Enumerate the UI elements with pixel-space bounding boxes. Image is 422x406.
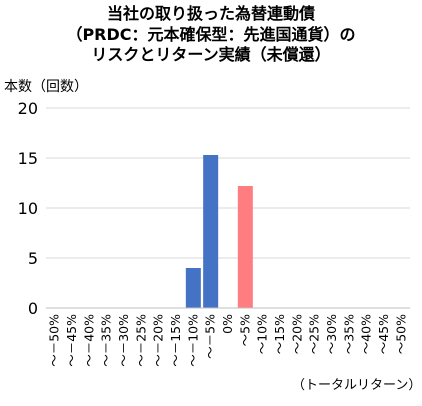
x-axis-label: （トータルリターン） — [292, 378, 422, 393]
y-tick-label: 20 — [18, 99, 38, 118]
chart-title: 当社の取り扱った為替連動債 （PRDC：元本確保型：先進国通貨）の リスクとリタ… — [0, 4, 422, 66]
x-tick-label: ～45% — [376, 314, 391, 354]
y-tick-label: 15 — [18, 149, 38, 168]
x-tick-label: ～－35% — [99, 314, 114, 367]
x-tick-label: ～20% — [289, 314, 304, 354]
chart-title-line-2: （PRDC：元本確保型：先進国通貨）の — [66, 24, 356, 44]
x-tick-label: ～40% — [359, 314, 374, 354]
x-tick-label: ～－15% — [168, 314, 183, 367]
y-axis-label: 本数（回数） — [4, 79, 88, 95]
y-tick-label: 5 — [28, 249, 38, 268]
x-tick-label: ～－5% — [203, 314, 218, 359]
x-tick-label: ～－25% — [133, 314, 148, 367]
bar — [203, 155, 219, 308]
x-tick-label: ～－50% — [47, 314, 62, 367]
bar — [237, 186, 253, 308]
x-tick-label: ～－30% — [116, 314, 131, 367]
y-tick-label: 10 — [18, 199, 38, 218]
bar — [185, 268, 201, 308]
x-tick-label: 0% — [220, 314, 235, 334]
x-tick-label: ～5% — [237, 314, 252, 346]
y-tick-label: 0 — [28, 299, 38, 318]
x-tick-label: ～35% — [341, 314, 356, 354]
x-tick-label: ～－40% — [81, 314, 96, 367]
x-tick-label: ～30% — [324, 314, 339, 354]
x-tick-label: ～－10% — [185, 314, 200, 367]
chart-title-line-1: 当社の取り扱った為替連動債 — [106, 4, 315, 23]
x-tick-label: ～25% — [307, 314, 322, 354]
x-tick-label: ～50% — [393, 314, 408, 354]
x-tick-label: ～－45% — [64, 314, 79, 367]
x-tick-label: ～10% — [255, 314, 270, 354]
chart-title-line-3: リスクとリターン実績（未償還） — [91, 45, 331, 64]
x-tick-label: ～－20% — [151, 314, 166, 367]
x-tick-label: ～15% — [272, 314, 287, 354]
